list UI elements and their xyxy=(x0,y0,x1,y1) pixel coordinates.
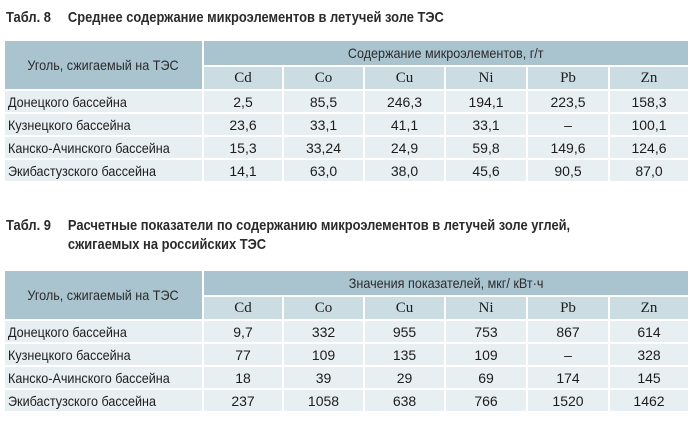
cell: 39 xyxy=(283,365,365,389)
table-8-header-cu: Cu xyxy=(364,66,446,90)
table-row: Экибастузского бассейна 237 1058 638 766… xyxy=(5,388,689,411)
table-row: Донецкого бассейна 9,7 332 955 753 867 6… xyxy=(5,319,689,343)
table-row: Экибастузского бассейна 14,1 63,0 38,0 4… xyxy=(5,158,689,181)
cell: 33,24 xyxy=(283,135,365,159)
table-9-header-cu: Cu xyxy=(364,296,446,320)
cell: 332 xyxy=(283,319,365,343)
cell: 955 xyxy=(364,319,446,343)
cell: 69 xyxy=(445,365,528,389)
table-row: Донецкого бассейна 2,5 85,5 246,3 194,1 … xyxy=(5,89,689,113)
row-name: Донецкого бассейна xyxy=(5,89,204,113)
cell: 149,6 xyxy=(527,135,610,159)
table-8-title: Среднее содержание микроэлементов в лету… xyxy=(67,9,444,26)
cell: 237 xyxy=(203,388,284,411)
cell: 109 xyxy=(283,342,365,366)
cell: 145 xyxy=(609,365,689,389)
cell: 174 xyxy=(527,365,610,389)
table-8-caption: Табл. 8 Среднее содержание микроэлементов… xyxy=(6,8,444,27)
cell: 41,1 xyxy=(364,112,446,136)
cell: 109 xyxy=(445,342,528,366)
cell: – xyxy=(527,342,610,366)
table-row: Канско-Ачинского бассейна 15,3 33,24 24,… xyxy=(5,135,689,159)
cell: 753 xyxy=(445,319,528,343)
cell: 9,7 xyxy=(203,319,284,343)
table-9-header-co: Co xyxy=(283,296,365,320)
cell: 1520 xyxy=(527,388,610,411)
cell: 77 xyxy=(203,342,284,366)
cell: 45,6 xyxy=(445,158,528,181)
cell: – xyxy=(527,112,610,136)
row-name: Кузнецкого бассейна xyxy=(5,112,204,136)
cell: 33,1 xyxy=(445,112,528,136)
cell: 135 xyxy=(364,342,446,366)
table-9-header-coal: Уголь, сжигаемый на ТЭС xyxy=(5,271,204,320)
table-8-header-ni: Ni xyxy=(445,66,528,90)
cell: 2,5 xyxy=(203,89,284,113)
row-name: Канско-Ачинского бассейна xyxy=(5,135,204,159)
table-8-header-group: Содержание микроэлементов, г/т xyxy=(203,41,689,67)
table-8-header-zn: Zn xyxy=(609,66,689,90)
table-8-header-cd: Cd xyxy=(203,66,284,90)
row-name: Канско-Ачинского бассейна xyxy=(5,365,204,389)
table-8-header-co: Co xyxy=(283,66,365,90)
table-9-caption: Табл. 9 Расчетные показатели по содержани… xyxy=(6,216,570,254)
cell: 223,5 xyxy=(527,89,610,113)
table-8-header-coal: Уголь, сжигаемый на ТЭС xyxy=(5,41,204,90)
table-9-header-pb: Pb xyxy=(527,296,610,320)
cell: 18 xyxy=(203,365,284,389)
row-name: Экибастузского бассейна xyxy=(5,158,204,181)
table-9: Уголь, сжигаемый на ТЭС Значения показат… xyxy=(5,271,689,411)
table-8-header-pb: Pb xyxy=(527,66,610,90)
table-row: Канско-Ачинского бассейна 18 39 29 69 17… xyxy=(5,365,689,389)
cell: 614 xyxy=(609,319,689,343)
table-8: Уголь, сжигаемый на ТЭС Содержание микро… xyxy=(5,41,689,181)
cell: 85,5 xyxy=(283,89,365,113)
cell: 59,8 xyxy=(445,135,528,159)
table-9-title-line-2: сжигаемых на российских ТЭС xyxy=(67,236,267,253)
table-9-header-zn: Zn xyxy=(609,296,689,320)
table-9-title-line-1: Расчетные показатели по содержанию микро… xyxy=(67,217,571,234)
cell: 867 xyxy=(527,319,610,343)
cell: 63,0 xyxy=(283,158,365,181)
cell: 87,0 xyxy=(609,158,689,181)
table-row: Кузнецкого бассейна 77 109 135 109 – 328 xyxy=(5,342,689,366)
cell: 1058 xyxy=(283,388,365,411)
row-name: Кузнецкого бассейна xyxy=(5,342,204,366)
cell: 100,1 xyxy=(609,112,689,136)
row-name: Донецкого бассейна xyxy=(5,319,204,343)
table-9-header-ni: Ni xyxy=(445,296,528,320)
cell: 24,9 xyxy=(364,135,446,159)
cell: 38,0 xyxy=(364,158,446,181)
cell: 328 xyxy=(609,342,689,366)
table-9-number: Табл. 9 xyxy=(6,217,51,234)
row-name: Экибастузского бассейна xyxy=(5,388,204,411)
table-8-number: Табл. 8 xyxy=(6,9,51,26)
cell: 766 xyxy=(445,388,528,411)
cell: 29 xyxy=(364,365,446,389)
table-9-header-group: Значения показателей, мкг/ кВт·ч xyxy=(203,271,689,297)
cell: 246,3 xyxy=(364,89,446,113)
cell: 1462 xyxy=(609,388,689,411)
cell: 15,3 xyxy=(203,135,284,159)
table-9-header-cd: Cd xyxy=(203,296,284,320)
cell: 90,5 xyxy=(527,158,610,181)
cell: 33,1 xyxy=(283,112,365,136)
cell: 14,1 xyxy=(203,158,284,181)
table-row: Кузнецкого бассейна 23,6 33,1 41,1 33,1 … xyxy=(5,112,689,136)
cell: 638 xyxy=(364,388,446,411)
cell: 194,1 xyxy=(445,89,528,113)
cell: 23,6 xyxy=(203,112,284,136)
cell: 158,3 xyxy=(609,89,689,113)
cell: 124,6 xyxy=(609,135,689,159)
